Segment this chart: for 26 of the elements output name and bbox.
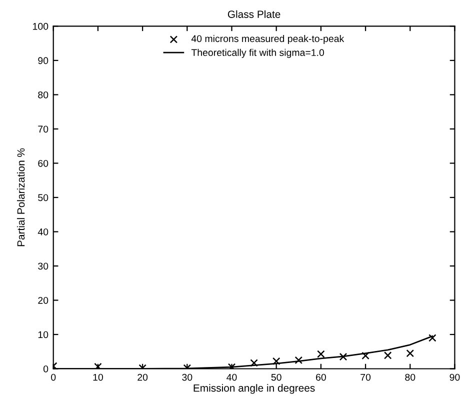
y-tick-label: 90 (38, 57, 48, 64)
x-tick-label: 20 (138, 374, 148, 381)
x-tick-label: 90 (450, 374, 460, 381)
y-tick-label: 70 (38, 126, 48, 133)
y-tick-label: 20 (38, 296, 48, 304)
y-tick-label: 50 (38, 194, 48, 202)
y-tick-label: 30 (38, 262, 48, 270)
x-tick-label: 10 (93, 374, 103, 381)
x-tick-label: 0 (51, 374, 56, 381)
legend-label: Theoretically fit with sigma=1.0 (191, 48, 324, 58)
chart-title: Glass Plate (228, 10, 280, 18)
y-tick-label: 40 (38, 228, 48, 236)
y-tick-label: 60 (38, 160, 48, 167)
x-axis-title: Emission angle in degrees (194, 384, 315, 394)
y-tick-label: 100 (33, 22, 48, 30)
legend-label: 40 microns measured peak-to-peak (191, 34, 344, 44)
y-axis-title: Partial Polarization % (17, 148, 25, 246)
y-tick-label: 10 (38, 331, 48, 338)
x-tick-label: 50 (271, 374, 282, 381)
x-tick-label: 30 (182, 374, 192, 381)
x-tick-label: 60 (316, 374, 326, 381)
y-tick-label: 80 (38, 91, 48, 98)
y-tick-label: 0 (43, 365, 48, 372)
x-tick-label: 70 (360, 374, 371, 381)
x-tick-label: 80 (405, 374, 416, 381)
x-tick-label: 40 (226, 374, 237, 381)
